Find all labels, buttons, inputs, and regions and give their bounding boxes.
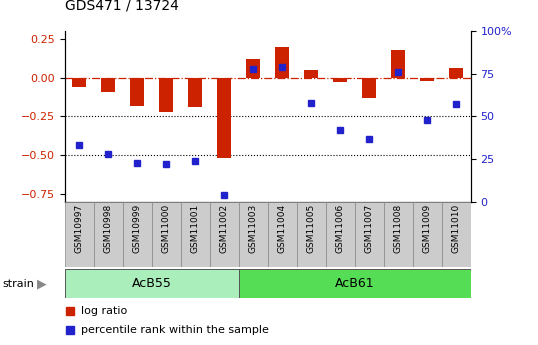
Bar <box>449 68 464 78</box>
Bar <box>296 202 325 267</box>
Text: strain: strain <box>3 279 34 289</box>
Text: percentile rank within the sample: percentile rank within the sample <box>81 325 268 335</box>
Bar <box>123 202 152 267</box>
Bar <box>181 202 210 267</box>
Bar <box>188 78 202 107</box>
Text: GSM11000: GSM11000 <box>161 204 171 253</box>
Text: GSM11001: GSM11001 <box>190 204 200 253</box>
Bar <box>217 78 231 158</box>
Bar <box>159 78 173 112</box>
Bar <box>355 202 384 267</box>
Text: GDS471 / 13724: GDS471 / 13724 <box>65 0 179 12</box>
Bar <box>72 78 86 87</box>
Text: GSM11003: GSM11003 <box>249 204 258 253</box>
Text: GSM11005: GSM11005 <box>307 204 316 253</box>
Text: GSM11007: GSM11007 <box>365 204 374 253</box>
Text: GSM11002: GSM11002 <box>220 204 229 253</box>
Bar <box>152 202 181 267</box>
Text: ▶: ▶ <box>37 277 46 290</box>
Bar <box>391 50 406 78</box>
Text: GSM10998: GSM10998 <box>104 204 112 253</box>
Bar <box>420 78 435 81</box>
Bar <box>246 59 260 78</box>
Bar <box>101 78 115 91</box>
Text: GSM10997: GSM10997 <box>75 204 83 253</box>
Bar <box>65 269 239 298</box>
Text: GSM11004: GSM11004 <box>278 204 287 253</box>
Bar <box>94 202 123 267</box>
Text: GSM11010: GSM11010 <box>452 204 461 253</box>
Bar <box>239 269 471 298</box>
Bar <box>65 202 94 267</box>
Bar <box>210 202 239 267</box>
Text: GSM11008: GSM11008 <box>394 204 403 253</box>
Text: AcB61: AcB61 <box>335 277 374 290</box>
Text: GSM10999: GSM10999 <box>132 204 141 253</box>
Bar <box>384 202 413 267</box>
Bar <box>239 202 268 267</box>
Text: log ratio: log ratio <box>81 306 127 316</box>
Bar <box>442 202 471 267</box>
Bar <box>325 202 355 267</box>
Bar <box>267 202 296 267</box>
Bar <box>130 78 144 106</box>
Text: GSM11009: GSM11009 <box>423 204 431 253</box>
Bar <box>304 70 318 78</box>
Bar <box>362 78 377 98</box>
Bar <box>413 202 442 267</box>
Text: GSM11006: GSM11006 <box>336 204 345 253</box>
Bar <box>275 47 289 78</box>
Text: AcB55: AcB55 <box>132 277 172 290</box>
Bar <box>333 78 348 82</box>
